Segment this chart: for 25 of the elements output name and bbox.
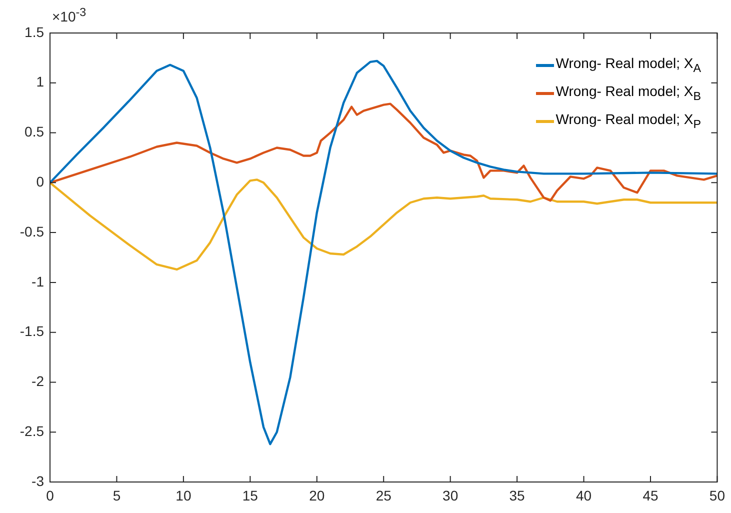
x-tick-label: 5 xyxy=(112,487,121,504)
text: ×10$^{-3}$ xyxy=(52,6,86,25)
x-tick-label: 25 xyxy=(376,487,392,504)
x-tick-label: 20 xyxy=(309,487,325,504)
y-tick-label: -2 xyxy=(32,373,44,390)
x-tick-label: 40 xyxy=(576,487,592,504)
y-tick-label: 0 xyxy=(36,174,44,190)
x-tick-label: 10 xyxy=(176,487,192,504)
y-tick-label: -1.5 xyxy=(20,323,44,340)
y-tick-label: -2.5 xyxy=(20,422,44,439)
legend-label: Wrong- Real model; X$_{P}$ xyxy=(556,110,701,132)
x-tick-label: 0 xyxy=(46,487,54,504)
y-tick-label: -1 xyxy=(32,273,44,290)
y-tick-label: -3 xyxy=(32,472,44,489)
x-tick-label: 45 xyxy=(642,487,658,504)
y-tick-label: -0.5 xyxy=(20,223,44,240)
x-tick-label: 50 xyxy=(709,487,726,504)
x-tick-label: 30 xyxy=(442,487,458,504)
y-tick-label: 1.5 xyxy=(24,24,44,40)
y-tick-label: 1 xyxy=(36,74,44,90)
x-tick-label: 35 xyxy=(509,487,526,504)
legend-label: Wrong- Real model; X$_{A}$ xyxy=(556,54,701,77)
legend-label: Wrong- Real model; X$_{B}$ xyxy=(556,82,701,105)
x-tick-label: 15 xyxy=(242,487,258,504)
y-tick-label: 0.5 xyxy=(24,124,44,140)
